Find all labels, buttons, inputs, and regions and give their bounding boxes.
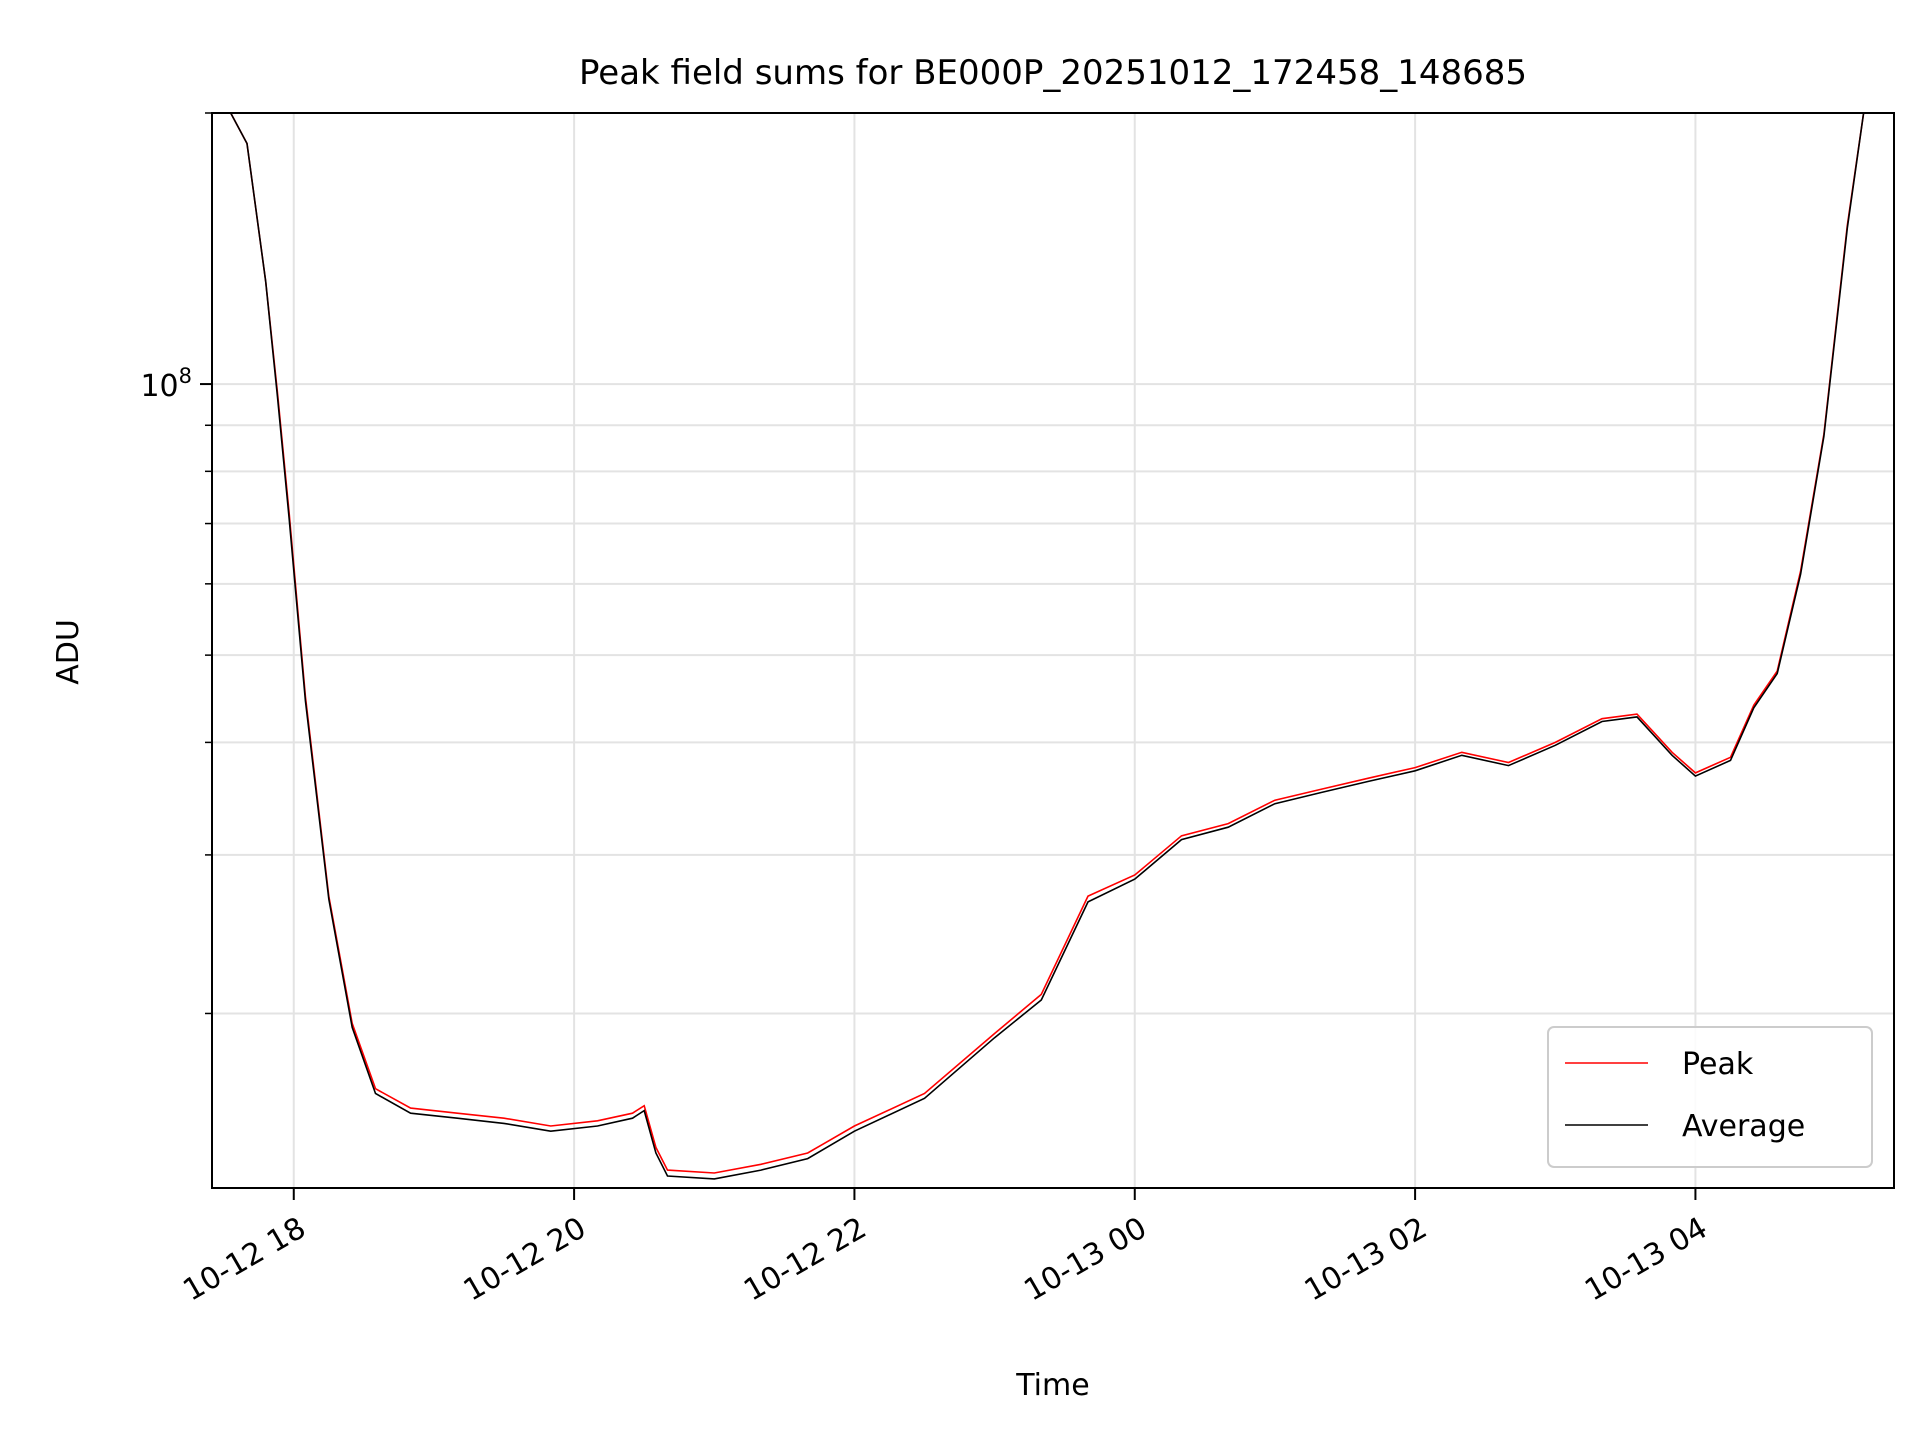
plot-frame (211, 112, 1895, 1189)
series-line-peak (229, 113, 1865, 1174)
series-layer (229, 113, 1865, 1180)
legend: Peak Average (1547, 1026, 1873, 1168)
plot-area (211, 112, 1895, 1189)
legend-box (1547, 1026, 1873, 1168)
x-axis-label: Time (1015, 1368, 1089, 1403)
legend-label-average: Average (1682, 1109, 1805, 1144)
grid (212, 112, 1894, 1188)
chart-title: Peak field sums for BE000P_20251012_1724… (579, 53, 1527, 93)
y-axis: 108 (140, 112, 212, 1015)
y-tick-exponent: 8 (179, 364, 192, 388)
y-tick-base: 10 (140, 369, 178, 404)
series-line-average (229, 113, 1865, 1180)
plot-background (212, 113, 1894, 1188)
y-axis-label: ADU (51, 619, 86, 685)
legend-label-peak: Peak (1682, 1047, 1754, 1082)
y-tick-label: 108 (140, 364, 192, 404)
